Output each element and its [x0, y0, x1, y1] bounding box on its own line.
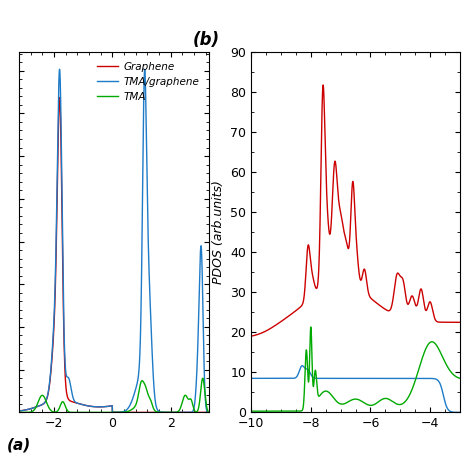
- Y-axis label: PDOS (arb.units): PDOS (arb.units): [212, 180, 225, 284]
- Legend: Graphene, TMA/graphene, TMA: Graphene, TMA/graphene, TMA: [93, 57, 203, 106]
- Text: (b): (b): [193, 30, 220, 48]
- Text: (a): (a): [7, 438, 31, 453]
